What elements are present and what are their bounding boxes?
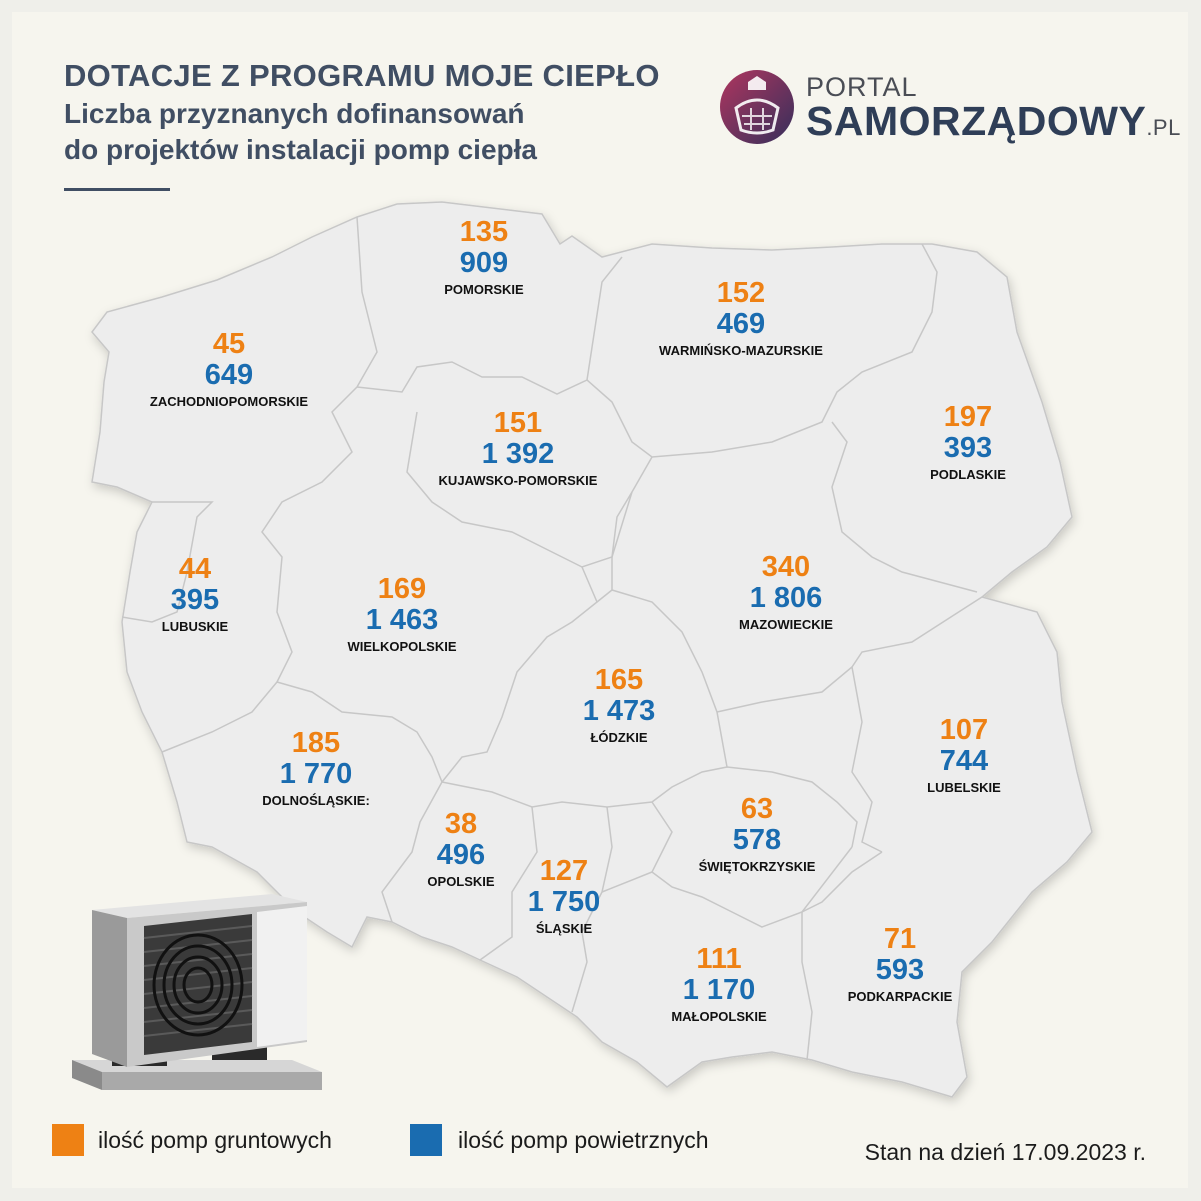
air-pump-count: 395 bbox=[170, 584, 220, 616]
air-pump-count: 469 bbox=[716, 308, 766, 340]
region-name: KUJAWSKO-POMORSKIE bbox=[438, 473, 598, 488]
air-pump-count: 1 750 bbox=[527, 886, 601, 918]
ground-pump-count: 152 bbox=[716, 277, 766, 309]
region-name: ZACHODNIOPOMORSKIE bbox=[149, 394, 309, 409]
region-name: WIELKOPOLSKIE bbox=[347, 639, 457, 654]
region-malopolskie: 111 1 170 MAŁOPOLSKIE bbox=[671, 944, 766, 1026]
region-lubuskie: 44 395 LUBUSKIE bbox=[162, 554, 228, 636]
region-lubelskie: 107 744 LUBELSKIE bbox=[927, 715, 1001, 797]
region-zachodniopomorskie: 45 649 ZACHODNIOPOMORSKIE bbox=[150, 329, 308, 411]
data-date: Stan na dzień 17.09.2023 r. bbox=[864, 1139, 1146, 1165]
ground-pump-count: 197 bbox=[943, 401, 993, 433]
region-name: LUBELSKIE bbox=[927, 780, 1001, 795]
air-pump-count: 1 806 bbox=[749, 582, 823, 614]
region-wielkopolskie: 169 1 463 WIELKOPOLSKIE bbox=[347, 574, 456, 656]
ground-pump-count: 71 bbox=[883, 923, 917, 955]
ground-pump-count: 45 bbox=[212, 328, 246, 360]
logo-brand: SAMORZĄDOWY bbox=[806, 98, 1147, 144]
region-name: OPOLSKIE bbox=[427, 874, 495, 889]
region-swietokrzyskie: 63 578 ŚWIĘTOKRZYSKIE bbox=[699, 794, 816, 876]
ground-pump-count: 111 bbox=[696, 943, 742, 975]
region-podkarpackie: 71 593 PODKARPACKIE bbox=[848, 924, 953, 1006]
region-name: ŁÓDZKIE bbox=[590, 730, 648, 745]
air-pump-count: 1 170 bbox=[682, 974, 756, 1006]
subtitle-line-1: Liczba przyznanych dofinansowań bbox=[64, 98, 525, 129]
region-name: PODKARPACKIE bbox=[847, 989, 953, 1004]
air-pump-count: 1 770 bbox=[279, 758, 353, 790]
air-pump-count: 496 bbox=[436, 839, 486, 871]
region-borders bbox=[121, 216, 983, 1061]
region-name: LUBUSKIE bbox=[161, 619, 229, 634]
subtitle-line-2: do projektów instalacji pomp ciepła bbox=[64, 134, 537, 165]
region-mazowieckie: 340 1 806 MAZOWIECKIE bbox=[739, 552, 833, 634]
ground-pump-count: 151 bbox=[493, 407, 543, 439]
logo-main-text: SAMORZĄDOWY.PL bbox=[806, 98, 1181, 145]
air-pump-count: 649 bbox=[204, 359, 254, 391]
region-lodzkie: 165 1 473 ŁÓDZKIE bbox=[583, 665, 656, 747]
air-pump-count: 744 bbox=[939, 745, 989, 777]
ground-pump-count: 169 bbox=[377, 573, 427, 605]
ground-pump-count: 107 bbox=[939, 714, 989, 746]
title-underline bbox=[64, 188, 170, 191]
country-outline bbox=[91, 201, 1093, 1098]
logo-emblem-icon bbox=[720, 70, 794, 144]
region-name: MAZOWIECKIE bbox=[739, 617, 833, 632]
legend-air-swatch bbox=[410, 1124, 442, 1156]
air-pump-count: 1 392 bbox=[481, 438, 555, 470]
air-pump-count: 593 bbox=[875, 954, 925, 986]
region-name: DOLNOŚLĄSKIE: bbox=[262, 793, 370, 808]
region-warminsko-mazurskie: 152 469 WARMIŃSKO-MAZURSKIE bbox=[659, 278, 823, 360]
page-subtitle: Liczba przyznanych dofinansowań do proje… bbox=[64, 96, 537, 168]
region-kujawsko-pomorskie: 151 1 392 KUJAWSKO-POMORSKIE bbox=[439, 408, 598, 490]
region-podlaskie: 197 393 PODLASKIE bbox=[930, 402, 1006, 484]
air-pump-count: 1 463 bbox=[365, 604, 439, 636]
air-pump-count: 578 bbox=[732, 824, 782, 856]
region-name: POMORSKIE bbox=[444, 282, 524, 297]
ground-pump-count: 44 bbox=[178, 553, 212, 585]
ground-pump-count: 127 bbox=[539, 855, 589, 887]
poland-map bbox=[91, 201, 1093, 1098]
air-pump-count: 909 bbox=[459, 247, 509, 279]
portal-logo[interactable]: PORTAL SAMORZĄDOWY.PL bbox=[718, 64, 1188, 150]
region-name: WARMIŃSKO-MAZURSKIE bbox=[659, 343, 823, 358]
region-dolnoslaskie: 185 1 770 DOLNOŚLĄSKIE: bbox=[262, 728, 370, 810]
ground-pump-count: 135 bbox=[459, 216, 509, 248]
page-title: DOTACJE Z PROGRAMU MOJE CIEPŁO bbox=[64, 58, 660, 93]
ground-pump-count: 185 bbox=[291, 727, 341, 759]
legend-ground-swatch bbox=[52, 1124, 84, 1156]
air-pump-count: 1 473 bbox=[582, 695, 656, 727]
ground-pump-count: 38 bbox=[444, 808, 478, 840]
region-slaskie: 127 1 750 ŚLĄSKIE bbox=[528, 856, 601, 938]
region-name: ŚLĄSKIE bbox=[535, 921, 593, 936]
air-pump-count: 393 bbox=[943, 432, 993, 464]
heat-pump-icon bbox=[72, 894, 322, 1090]
ground-pump-count: 340 bbox=[761, 551, 811, 583]
ground-pump-count: 63 bbox=[740, 793, 774, 825]
region-pomorskie: 135 909 POMORSKIE bbox=[444, 217, 523, 299]
region-name: PODLASKIE bbox=[930, 467, 1006, 482]
legend-ground-label: ilość pomp gruntowych bbox=[98, 1127, 332, 1153]
logo-portal-text: PORTAL bbox=[806, 72, 918, 102]
legend-air-label: ilość pomp powietrznych bbox=[458, 1127, 709, 1153]
ground-pump-count: 165 bbox=[594, 664, 644, 696]
region-name: MAŁOPOLSKIE bbox=[671, 1009, 767, 1024]
region-opolskie: 38 496 OPOLSKIE bbox=[427, 809, 494, 891]
infographic: DOTACJE Z PROGRAMU MOJE CIEPŁO Liczba pr… bbox=[12, 12, 1188, 1188]
logo-suffix: .PL bbox=[1146, 115, 1181, 140]
region-name: ŚWIĘTOKRZYSKIE bbox=[698, 859, 816, 874]
